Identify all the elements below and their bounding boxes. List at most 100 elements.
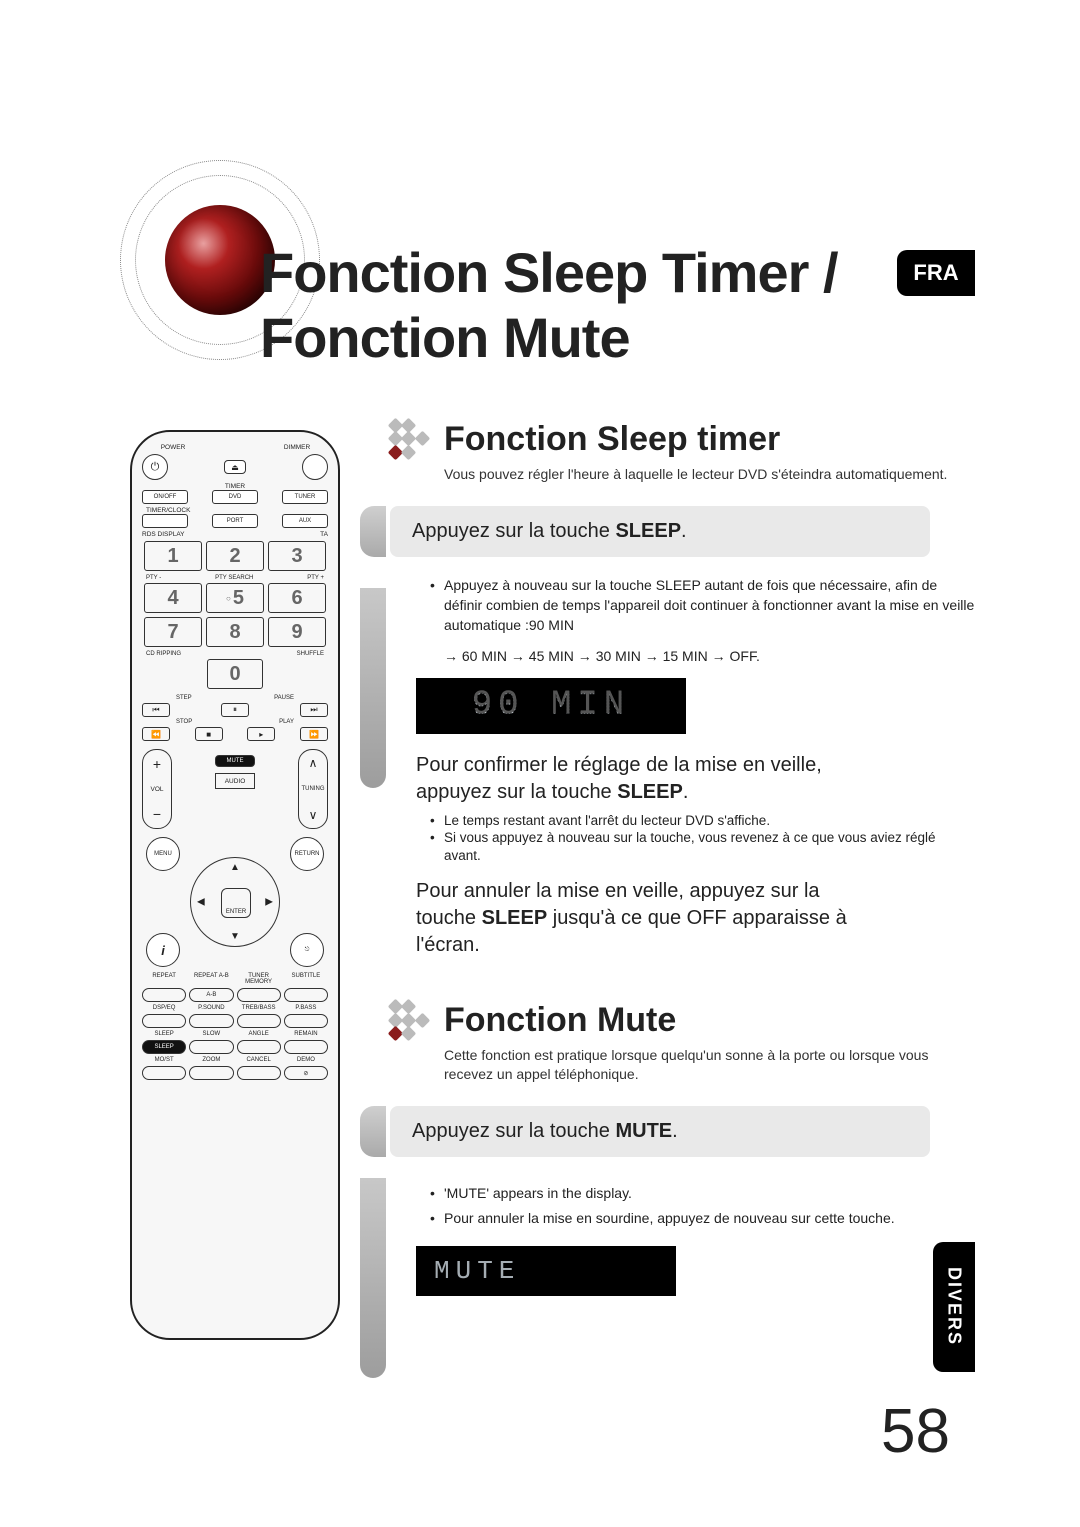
sleep-step-box: Appuyez sur la touche SLEEP. <box>390 506 930 557</box>
label-pty-minus: PTY - <box>146 575 161 581</box>
btn-aux: AUX <box>282 514 328 528</box>
btn-angle <box>237 1040 281 1054</box>
mute-bullets: 'MUTE' appears in the display. Pour annu… <box>430 1183 975 1228</box>
btn-psound <box>189 1014 233 1028</box>
label-rds: RDS DISPLAY <box>142 531 235 538</box>
num-7: 7 <box>144 617 202 647</box>
ffwd-icon: ⏩ <box>300 727 328 741</box>
step-rail-mute <box>360 1178 386 1378</box>
label-tuner-memory: TUNER MEMORY <box>237 973 281 985</box>
btn-trebbass <box>237 1014 281 1028</box>
sleep-confirm-b1: Le temps restant avant l'arrêt du lecteu… <box>430 812 975 830</box>
label-trebbass: TREB/BASS <box>237 1005 281 1011</box>
label-demo: DEMO <box>284 1057 328 1063</box>
label-pause: PAUSE <box>274 695 294 701</box>
num-8: 8 <box>206 617 264 647</box>
mute-button: MUTE <box>215 755 255 767</box>
lcd-sleep: 90 MIN <box>416 678 686 734</box>
label-play: PLAY <box>279 719 294 725</box>
dpad: MENU RETURN i ⎋ ▲ ▼ ◀ ▶ ENTER <box>142 837 328 967</box>
up-arrow-icon: ▲ <box>230 862 240 873</box>
next-track-icon: ⏭ <box>300 703 328 717</box>
btn-demo: ⊘ <box>284 1066 328 1080</box>
btn-port: PORT <box>212 514 258 528</box>
label-repeat-ab: REPEAT A-B <box>189 973 233 985</box>
chevrons-icon <box>390 1001 430 1041</box>
label-power: POWER <box>142 444 204 451</box>
num-5: ○5 <box>206 583 264 613</box>
eject-icon: ⏏ <box>224 460 246 474</box>
btn-most <box>142 1066 186 1080</box>
btn-onoff: ON/OFF <box>142 490 188 504</box>
num-1: 1 <box>144 541 202 571</box>
exit-button: ⎋ <box>290 933 324 967</box>
audio-button: AUDIO <box>215 773 255 789</box>
side-tab-divers: DIVERS <box>933 1242 975 1372</box>
right-arrow-icon: ▶ <box>265 897 273 908</box>
enter-button: ENTER <box>221 888 251 918</box>
label-cancel: CANCEL <box>237 1057 281 1063</box>
label-dspeq: DSP/EQ <box>142 1005 186 1011</box>
sleep-confirm-text: Pour confirmer le réglage de la mise en … <box>416 752 956 806</box>
label-repeat: REPEAT <box>142 973 186 985</box>
btn-repeat <box>142 988 186 1002</box>
btn-subtitle <box>284 988 328 1002</box>
sleep-cycle: → 60 MIN → 45 MIN → 30 MIN → 15 MIN → OF… <box>444 648 975 664</box>
btn-tuner: TUNER <box>282 490 328 504</box>
tuning-rocker: ∧TUNING∨ <box>298 749 328 829</box>
label-sleep: SLEEP <box>142 1031 186 1037</box>
section-sleep-subtitle: Vous pouvez régler l'heure à laquelle le… <box>444 465 947 484</box>
info-button: i <box>146 933 180 967</box>
btn-cancel <box>237 1066 281 1080</box>
label-angle: ANGLE <box>237 1031 281 1037</box>
num-3: 3 <box>268 541 326 571</box>
btn-slow <box>189 1040 233 1054</box>
sleep-confirm-b2: Si vous appuyez à nouveau sur la touche,… <box>430 829 975 864</box>
label-timerclock: TIMER/CLOCK <box>142 507 328 514</box>
section-sleep-title: Fonction Sleep timer <box>444 420 947 459</box>
number-pad: 1 2 3 <box>144 541 326 571</box>
num-9: 9 <box>268 617 326 647</box>
step-rail-sleep <box>360 588 386 788</box>
label-zoom: ZOOM <box>189 1057 233 1063</box>
sleep-bullets: Appuyez à nouveau sur la touche SLEEP au… <box>430 575 975 636</box>
language-badge: FRA <box>897 250 975 296</box>
num-6: 6 <box>268 583 326 613</box>
btn-dspeq <box>142 1014 186 1028</box>
label-pty-search: PTY SEARCH <box>215 575 253 581</box>
label-psound: P.SOUND <box>189 1005 233 1011</box>
section-mute-subtitle: Cette fonction est pratique lorsque quel… <box>444 1046 964 1084</box>
lcd-mute: MUTE <box>416 1246 676 1296</box>
btn-remain <box>284 1040 328 1054</box>
label-ta: TA <box>235 531 328 538</box>
btn-sleep: SLEEP <box>142 1040 186 1054</box>
mute-step-box: Appuyez sur la touche MUTE. <box>390 1106 930 1157</box>
stop-icon: ■ <box>195 727 223 741</box>
label-shuffle: SHUFFLE <box>297 651 324 657</box>
section-mute-header: Fonction Mute Cette fonction est pratiqu… <box>390 1001 975 1084</box>
btn-pbass <box>284 1014 328 1028</box>
prev-track-icon: ⏮ <box>142 703 170 717</box>
lcd-mute-text: MUTE <box>434 1256 520 1286</box>
sleep-cancel-text: Pour annuler la mise en veille, appuyez … <box>416 878 956 959</box>
mute-b1: 'MUTE' appears in the display. <box>430 1183 975 1203</box>
btn-zoom <box>189 1066 233 1080</box>
mute-b2: Pour annuler la mise en sourdine, appuye… <box>430 1208 975 1228</box>
play-icon: ▸ <box>247 727 275 741</box>
lcd-sleep-text: 90 MIN <box>472 687 630 725</box>
rewind-icon: ⏪ <box>142 727 170 741</box>
chevrons-icon <box>390 420 430 460</box>
menu-button: MENU <box>146 837 180 871</box>
power-icon: ⏻ <box>142 454 168 480</box>
label-pty-plus: PTY + <box>307 575 324 581</box>
btn-tuner-memory <box>237 988 281 1002</box>
page-number: 58 <box>881 1396 950 1467</box>
return-button: RETURN <box>290 837 324 871</box>
btn-repeat-ab: A-B <box>189 988 233 1002</box>
label-slow: SLOW <box>189 1031 233 1037</box>
label-remain: REMAIN <box>284 1031 328 1037</box>
label-stop: STOP <box>176 719 192 725</box>
num-0: 0 <box>207 659 263 689</box>
left-arrow-icon: ◀ <box>197 897 205 908</box>
dimmer-button <box>302 454 328 480</box>
